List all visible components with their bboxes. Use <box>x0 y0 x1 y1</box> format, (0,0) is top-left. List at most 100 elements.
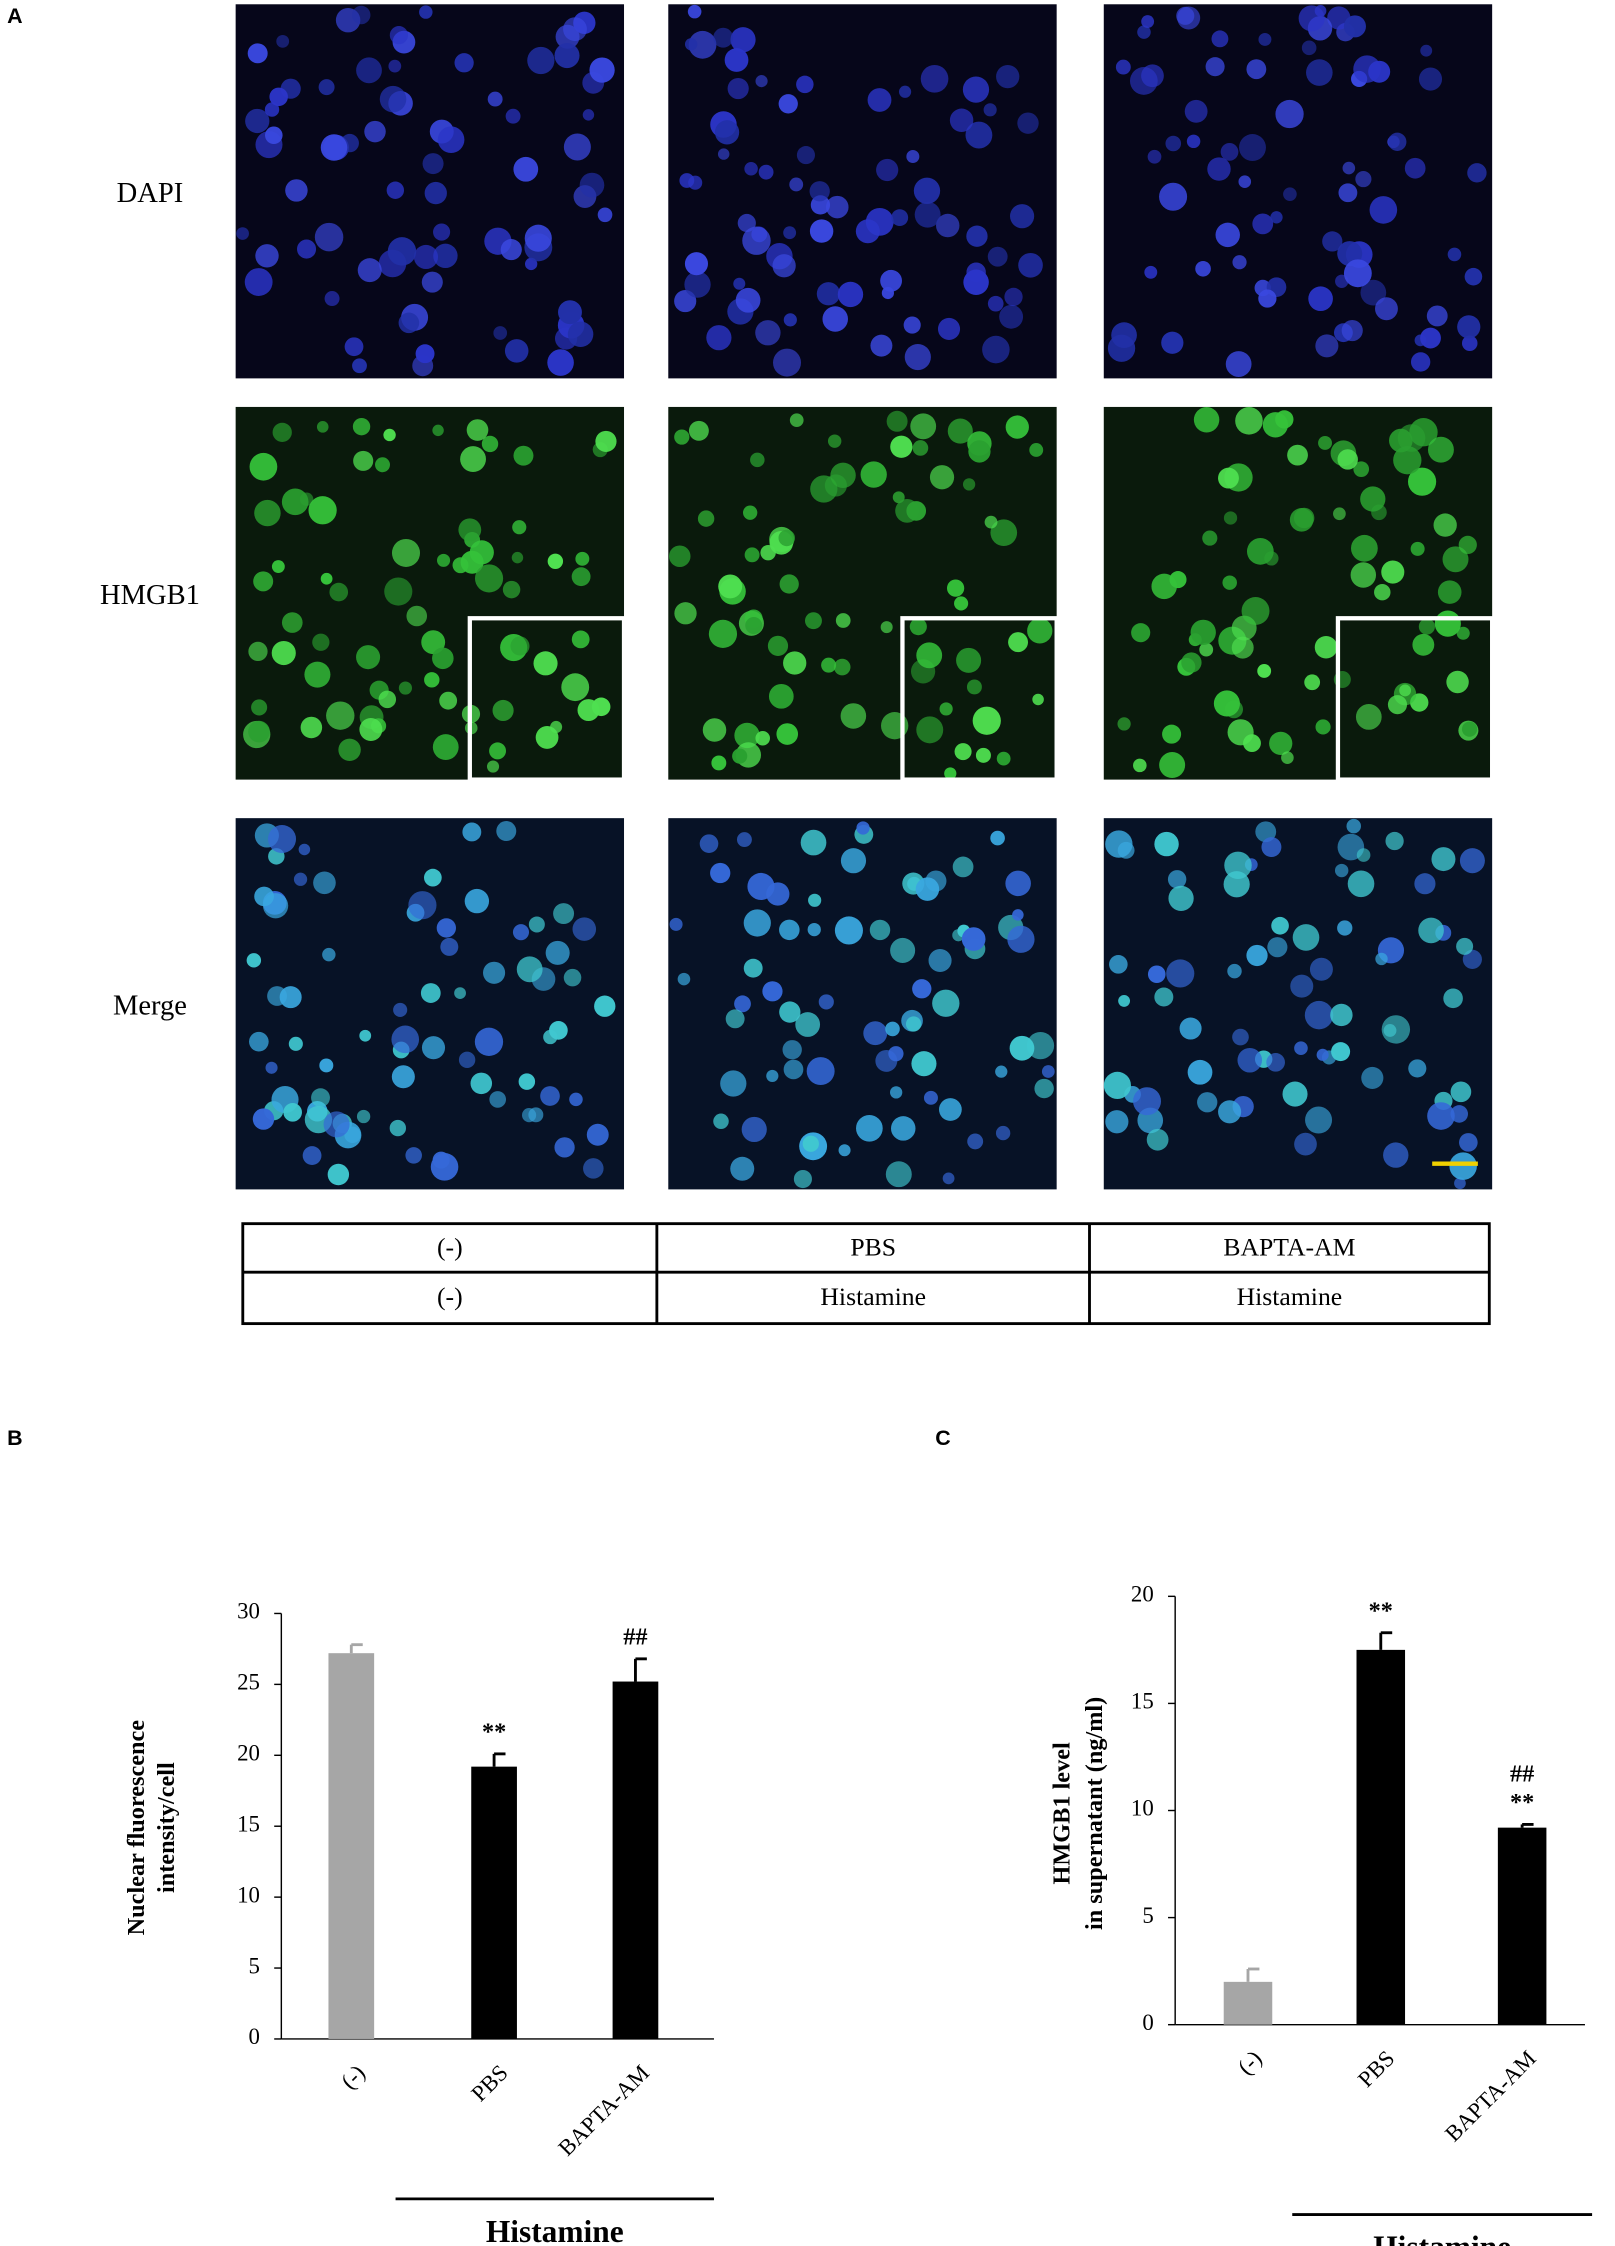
significance: ** <box>1510 1789 1534 1816</box>
nucleus <box>359 718 383 741</box>
nucleus <box>711 755 727 771</box>
nucleus <box>563 133 591 161</box>
nucleus <box>1420 44 1433 57</box>
nucleus <box>511 551 524 564</box>
nucleus <box>1215 222 1240 248</box>
table-border <box>241 1222 1491 1326</box>
nucleus <box>1399 684 1412 697</box>
nucleus <box>1225 351 1252 377</box>
nucleus <box>1197 1092 1218 1113</box>
nucleus <box>1290 974 1314 998</box>
bar <box>328 1653 375 2039</box>
nucleus <box>1459 848 1485 874</box>
nucleus <box>1246 59 1267 80</box>
nucleus <box>586 1123 609 1146</box>
nucleus <box>524 257 538 271</box>
nucleus <box>413 244 439 270</box>
row-label: Merge <box>113 991 187 1022</box>
nucleus <box>912 979 932 999</box>
nucleus <box>518 1073 536 1090</box>
nucleus <box>674 429 690 445</box>
y-tick-label: 0 <box>248 2024 259 2049</box>
nucleus <box>1412 633 1435 656</box>
table-cell: Histamine <box>820 1282 926 1311</box>
nucleus <box>789 413 804 428</box>
nucleus <box>1239 134 1266 162</box>
nucleus <box>432 424 444 437</box>
nucleus <box>904 343 931 371</box>
nucleus <box>1341 319 1363 342</box>
nucleus <box>1271 916 1289 935</box>
nucleus <box>886 410 908 432</box>
nucleus <box>983 103 997 117</box>
nucleus <box>302 1146 322 1165</box>
nucleus <box>1456 937 1474 955</box>
nucleus <box>891 1116 916 1141</box>
nucleus <box>296 239 317 259</box>
nucleus <box>1137 25 1151 39</box>
nucleus <box>474 564 504 593</box>
nucleus <box>492 699 514 722</box>
nucleus <box>489 742 507 760</box>
nucleus <box>493 326 508 340</box>
nucleus <box>990 830 1005 846</box>
nucleus <box>885 1021 900 1037</box>
nucleus <box>563 968 582 987</box>
nucleus <box>433 243 458 269</box>
nucleus <box>778 94 798 114</box>
nucleus <box>699 834 719 853</box>
nucleus <box>966 679 982 695</box>
nucleus <box>718 574 743 599</box>
panel-label: A <box>7 4 22 28</box>
nucleus <box>1418 67 1443 91</box>
nucleus <box>249 1031 269 1052</box>
nucleus <box>1041 1065 1055 1078</box>
nucleus <box>433 223 451 241</box>
nucleus <box>1418 917 1444 944</box>
nucleus <box>724 48 749 72</box>
nucleus <box>528 916 545 933</box>
nucleus <box>1322 231 1343 252</box>
nucleus <box>421 1036 446 1060</box>
nucleus <box>252 1108 275 1130</box>
nucleus <box>702 718 727 742</box>
nucleus <box>1459 1133 1478 1152</box>
nucleus <box>1353 461 1370 478</box>
y-axis-label: intensity/cell <box>153 1762 180 1893</box>
nucleus <box>802 1135 819 1152</box>
nucleus <box>393 1002 408 1017</box>
nucleus <box>1414 873 1436 895</box>
nucleus <box>1404 157 1426 179</box>
nucleus <box>326 701 355 730</box>
nucleus <box>1318 436 1332 450</box>
nucleus <box>885 1161 912 1188</box>
nucleus <box>313 871 336 895</box>
nucleus <box>1410 352 1431 372</box>
nucleus <box>322 947 336 962</box>
nucleus <box>1337 449 1358 470</box>
nucleus <box>710 862 731 884</box>
nucleus <box>744 547 760 563</box>
nucleus <box>1177 6 1201 30</box>
nucleus <box>684 271 711 298</box>
nucleus <box>890 435 913 458</box>
nucleus <box>809 219 834 243</box>
nucleus <box>734 995 751 1013</box>
nucleus <box>668 545 691 568</box>
nucleus <box>766 882 790 906</box>
nucleus <box>1450 1081 1472 1103</box>
nucleus <box>1467 163 1487 183</box>
nucleus <box>398 312 420 334</box>
nucleus <box>437 126 465 154</box>
nucleus <box>911 1051 937 1077</box>
nucleus <box>1246 537 1274 565</box>
nucleus <box>1187 1059 1213 1085</box>
nucleus <box>1410 541 1425 556</box>
nucleus <box>353 450 374 471</box>
nucleus <box>706 325 732 351</box>
nucleus <box>1333 507 1346 521</box>
nucleus <box>826 195 849 219</box>
nucleus <box>688 175 703 190</box>
nucleus <box>717 148 730 160</box>
nucleus <box>1309 957 1333 981</box>
